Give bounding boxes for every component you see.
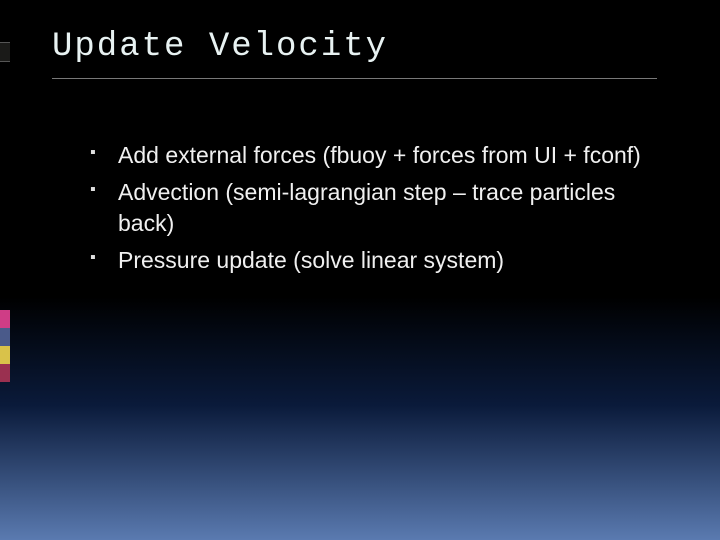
accent-bar-1 xyxy=(0,42,10,62)
slide-title: Update Velocity xyxy=(52,28,388,66)
accent-bar-4 xyxy=(0,346,10,364)
bullet-item: Advection (semi-lagrangian step – trace … xyxy=(90,177,660,239)
accent-bar-5 xyxy=(0,364,10,382)
bullet-item: Pressure update (solve linear system) xyxy=(90,245,660,276)
accent-bar-3 xyxy=(0,328,10,346)
slide: Update Velocity Add external forces (fbu… xyxy=(0,0,720,540)
bullet-item: Add external forces (fbuoy + forces from… xyxy=(90,140,660,171)
bullet-list: Add external forces (fbuoy + forces from… xyxy=(90,140,660,282)
accent-bar-2 xyxy=(0,310,10,328)
title-underline xyxy=(52,78,657,79)
